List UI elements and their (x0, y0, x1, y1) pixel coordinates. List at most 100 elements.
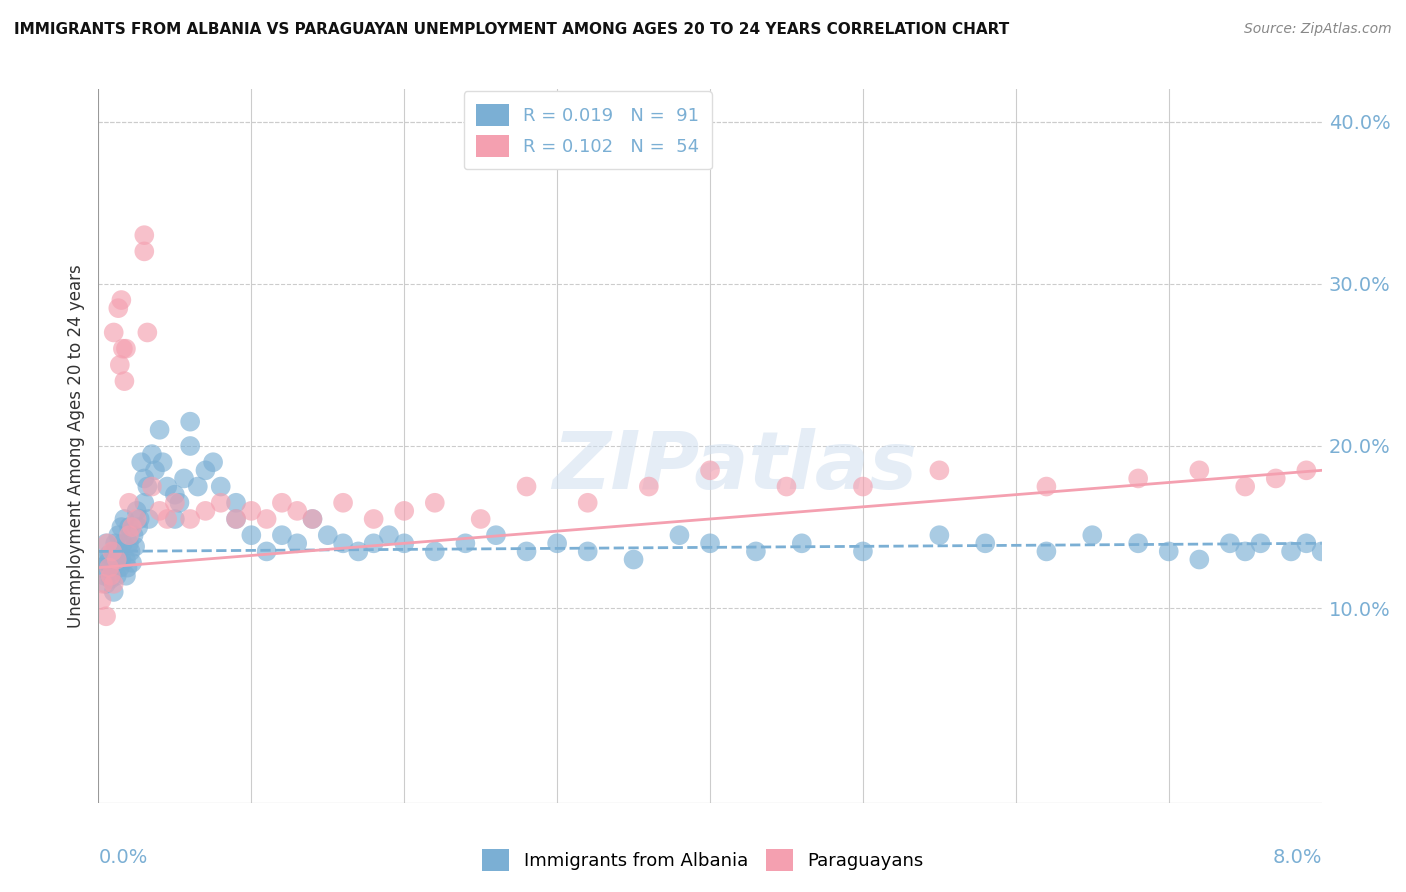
Point (179, 512, 201, 526)
Point (128, 512, 150, 526)
Point (120, 544, 142, 558)
Point (270, 528, 294, 542)
Point (97, 556, 120, 570)
Point (852, 544, 875, 558)
Point (240, 504, 263, 518)
Point (136, 326, 159, 340)
Point (152, 455, 174, 469)
Point (134, 496, 156, 510)
Point (1295, 463, 1317, 477)
Y-axis label: Unemployment Among Ages 20 to 24 years: Unemployment Among Ages 20 to 24 years (66, 264, 84, 628)
Point (423, 496, 446, 510)
Point (163, 496, 186, 510)
Point (1157, 544, 1180, 558)
Point (111, 342, 134, 356)
Point (125, 504, 148, 518)
Point (93, 568, 115, 582)
Point (1234, 544, 1257, 558)
Point (118, 496, 141, 510)
Point (1035, 479, 1057, 493)
Point (790, 536, 813, 550)
Point (179, 415, 201, 429)
Point (187, 479, 209, 493)
Text: Source: ZipAtlas.com: Source: ZipAtlas.com (1244, 22, 1392, 37)
Point (149, 423, 172, 437)
Point (156, 479, 179, 493)
Point (94, 609, 117, 624)
Point (141, 447, 163, 461)
Point (121, 520, 143, 534)
Point (110, 552, 132, 566)
Point (163, 488, 186, 502)
Point (363, 536, 385, 550)
Text: ZIPatlas: ZIPatlas (553, 428, 917, 507)
Point (1279, 544, 1302, 558)
Point (852, 479, 875, 493)
Point (202, 455, 225, 469)
Point (256, 544, 278, 558)
Point (209, 479, 232, 493)
Point (1035, 544, 1057, 558)
Point (90, 560, 112, 574)
Point (974, 536, 997, 550)
Point (1264, 471, 1286, 485)
Point (112, 374, 135, 388)
Point (1295, 536, 1317, 550)
Point (103, 544, 125, 558)
Point (1128, 536, 1150, 550)
Point (1219, 536, 1241, 550)
Point (134, 244, 156, 259)
Point (91, 552, 114, 566)
Point (1128, 471, 1150, 485)
Point (470, 512, 492, 526)
Point (110, 293, 132, 307)
Point (301, 512, 323, 526)
Text: 8.0%: 8.0% (1272, 848, 1322, 867)
Point (225, 512, 247, 526)
Point (378, 528, 401, 542)
Point (136, 479, 159, 493)
Point (105, 556, 128, 570)
Point (141, 479, 163, 493)
Point (270, 496, 294, 510)
Point (637, 479, 661, 493)
Point (134, 228, 156, 243)
Point (179, 439, 201, 453)
Point (112, 512, 135, 526)
Point (100, 572, 122, 586)
Point (285, 536, 308, 550)
Point (107, 528, 129, 542)
Legend: R = 0.019   N =  91, R = 0.102   N =  54: R = 0.019 N = 91, R = 0.102 N = 54 (464, 91, 711, 169)
Point (163, 512, 186, 526)
Point (103, 585, 125, 599)
Point (668, 528, 690, 542)
Point (194, 504, 217, 518)
Point (546, 536, 568, 550)
Point (454, 536, 477, 550)
Point (363, 512, 385, 526)
Point (110, 520, 132, 534)
Point (745, 544, 768, 558)
Point (256, 512, 278, 526)
Point (576, 544, 599, 558)
Point (115, 568, 138, 582)
Point (115, 342, 138, 356)
Point (105, 568, 128, 582)
Point (143, 463, 166, 477)
Point (122, 528, 145, 542)
Point (169, 496, 191, 510)
Text: IMMIGRANTS FROM ALBANIA VS PARAGUAYAN UNEMPLOYMENT AMONG AGES 20 TO 24 YEARS COR: IMMIGRANTS FROM ALBANIA VS PARAGUAYAN UN… (14, 22, 1010, 37)
Point (101, 566, 124, 580)
Point (516, 544, 538, 558)
Point (316, 528, 339, 542)
Point (173, 471, 195, 485)
Legend: Immigrants from Albania, Paraguayans: Immigrants from Albania, Paraguayans (475, 842, 931, 879)
Point (108, 560, 131, 574)
Point (285, 504, 308, 518)
Point (91, 577, 114, 591)
Point (118, 536, 141, 550)
Point (107, 544, 129, 558)
Point (194, 463, 217, 477)
Point (134, 471, 156, 485)
Point (392, 536, 416, 550)
